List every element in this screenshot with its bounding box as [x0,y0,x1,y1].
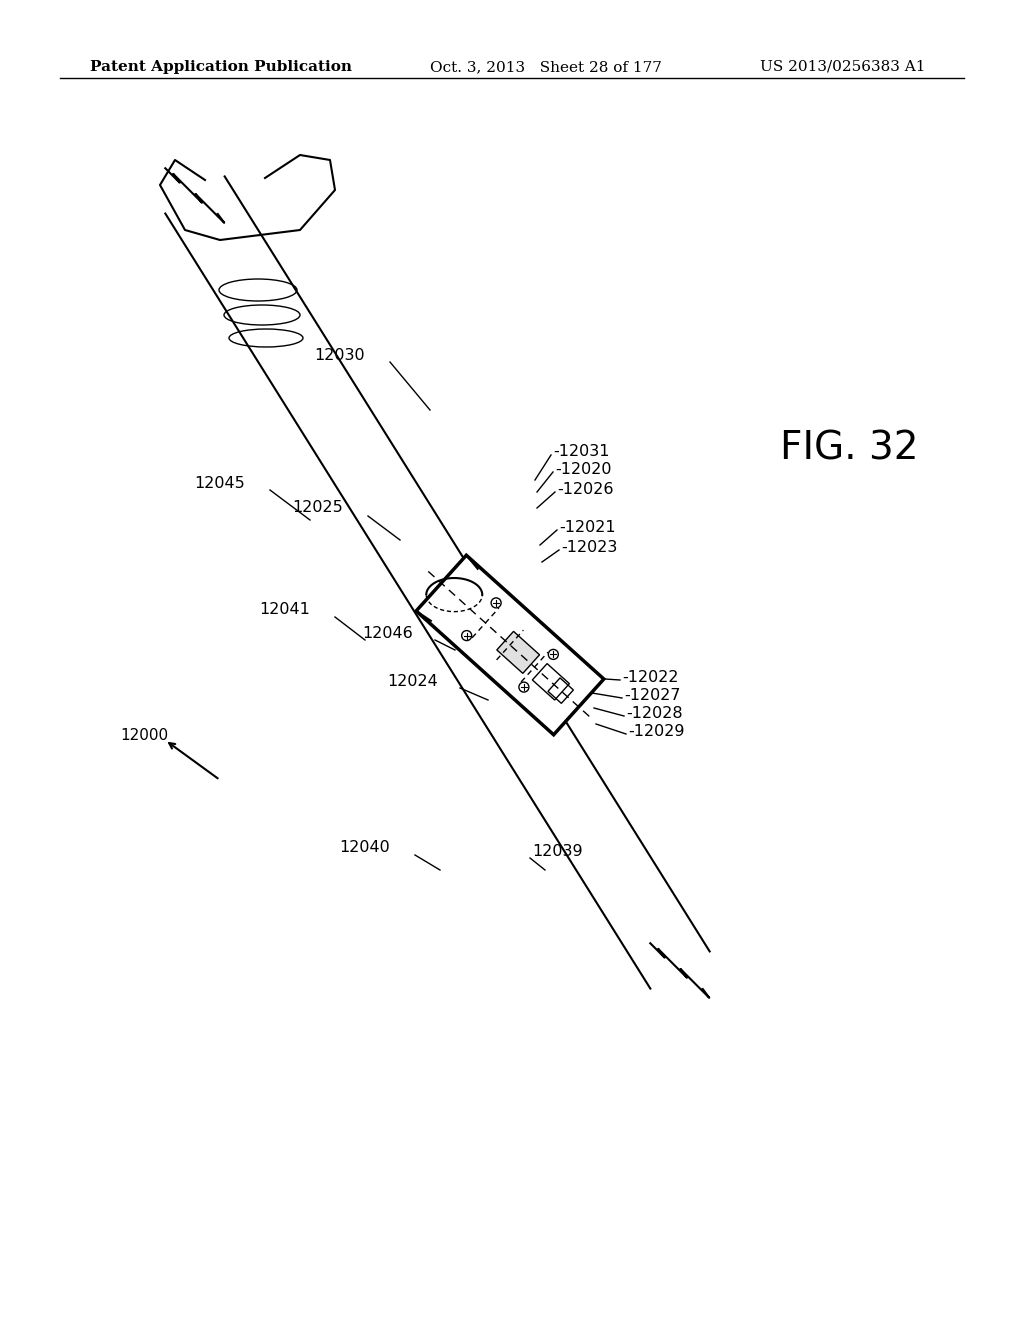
Text: -12028: -12028 [626,705,683,721]
Text: -12020: -12020 [555,462,611,477]
Text: 12024: 12024 [387,673,438,689]
Text: -12031: -12031 [553,445,609,459]
Text: -12022: -12022 [622,669,679,685]
Text: -12021: -12021 [559,520,615,535]
Text: 12045: 12045 [195,475,245,491]
Text: 12039: 12039 [532,843,583,858]
Text: 12041: 12041 [259,602,310,618]
Text: Patent Application Publication: Patent Application Publication [90,59,352,74]
Text: -12023: -12023 [561,540,617,554]
Polygon shape [497,631,540,673]
Text: 12030: 12030 [314,347,365,363]
Text: US 2013/0256383 A1: US 2013/0256383 A1 [760,59,926,74]
Text: FIG. 32: FIG. 32 [780,430,919,469]
Text: 12046: 12046 [362,626,413,640]
Text: Oct. 3, 2013   Sheet 28 of 177: Oct. 3, 2013 Sheet 28 of 177 [430,59,662,74]
Text: -12027: -12027 [624,688,681,702]
Text: -12026: -12026 [557,482,613,496]
Polygon shape [416,556,604,735]
Text: 12000: 12000 [120,729,168,743]
Text: 12025: 12025 [292,500,343,516]
Text: -12029: -12029 [628,723,684,738]
Text: 12040: 12040 [339,841,390,855]
